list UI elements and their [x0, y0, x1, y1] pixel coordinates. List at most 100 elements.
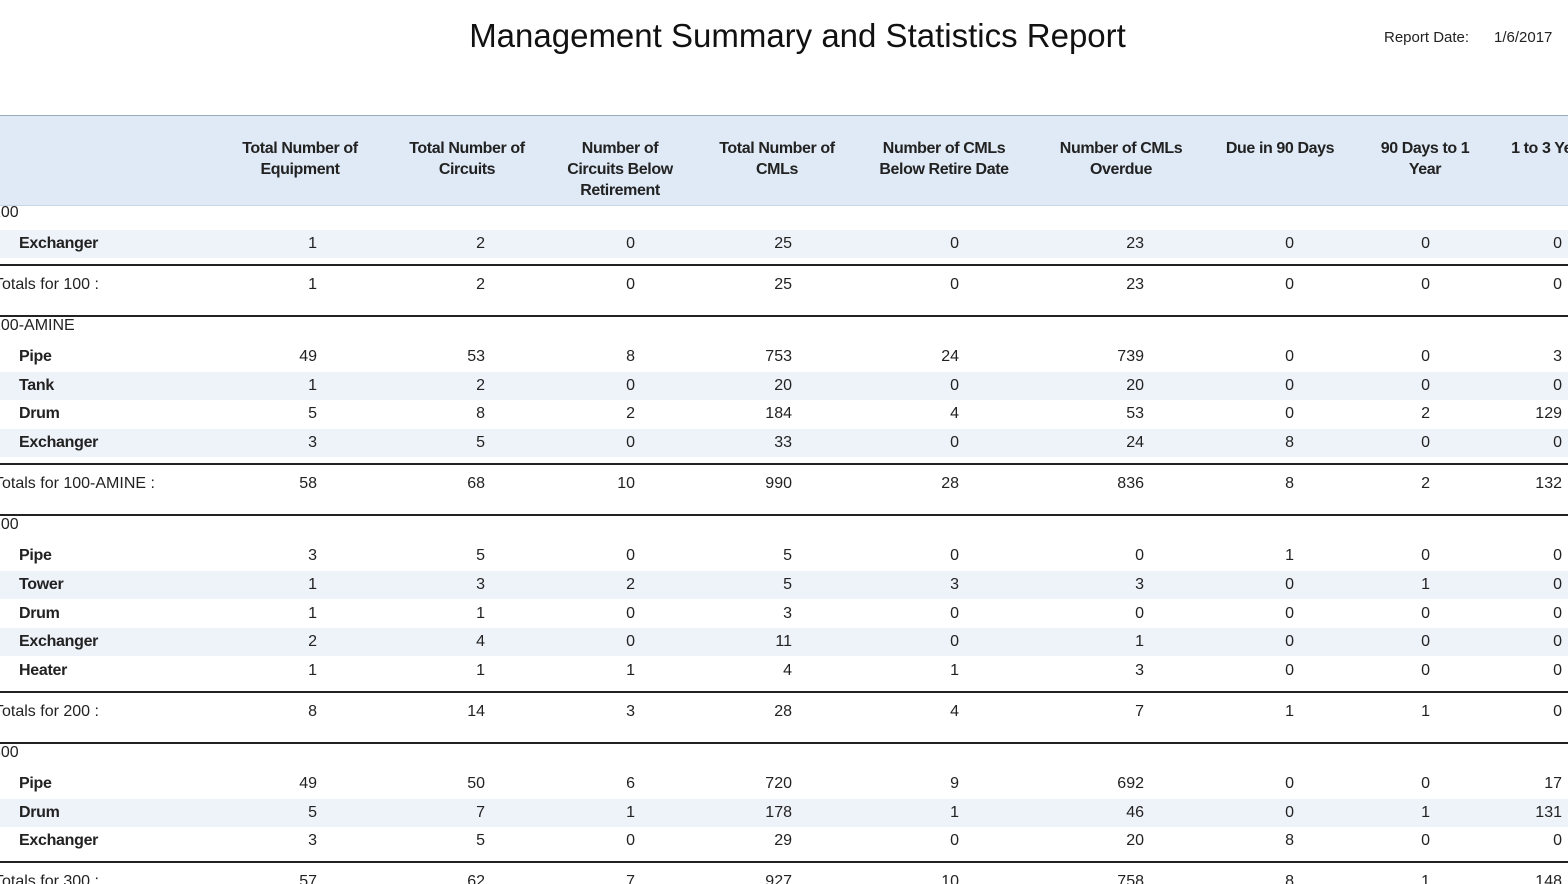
cell-value: 0	[950, 604, 959, 622]
column-header-line: Below Retire Date	[879, 161, 1009, 178]
cell-value: 0	[626, 376, 635, 394]
cell-value: 3	[1135, 661, 1144, 679]
cell-value: 1	[476, 604, 485, 622]
cell-value: 0	[1421, 434, 1430, 452]
cell-value: 8	[1285, 873, 1294, 884]
cell-value: 1	[308, 235, 317, 252]
cell-value: 4	[950, 702, 959, 720]
row-label: Exchanger	[19, 235, 99, 252]
totals-rule	[0, 861, 1568, 864]
cell-value: 0	[1553, 235, 1562, 252]
totals-label: Totals for 300 :	[0, 873, 99, 884]
column-header: Total Number of CMLs	[692, 138, 862, 196]
cell-value: 50	[467, 774, 485, 792]
row-label: Exchanger	[19, 832, 99, 850]
row-label: Exchanger	[19, 633, 99, 651]
cell-value: 7	[626, 873, 635, 884]
column-header: 90 Days to 1 Year	[1340, 138, 1510, 196]
cell-value: 0	[1421, 633, 1430, 651]
table-header	[0, 115, 1568, 206]
cell-value: 2	[308, 633, 317, 651]
cell-value: 0	[1553, 376, 1562, 394]
cell-value: 0	[1553, 832, 1562, 850]
column-header-line: Overdue	[1089, 161, 1153, 178]
row-label: Drum	[19, 803, 60, 821]
cell-value: 20	[1126, 832, 1144, 850]
cell-value: 53	[467, 348, 485, 365]
row-label: Exchanger	[19, 434, 99, 452]
cell-value: 0	[626, 235, 635, 252]
report-title: Management Summary and Statistics Report	[469, 17, 1126, 54]
cell-value: 5	[476, 434, 485, 452]
cell-value: 3	[626, 702, 635, 720]
cell-value: 0	[1285, 575, 1294, 593]
cell-value: 0	[950, 633, 959, 651]
group-label: 300	[0, 743, 19, 761]
cell-value: 0	[1421, 661, 1430, 679]
cell-value: 990	[765, 475, 792, 493]
cell-value: 0	[1553, 547, 1562, 565]
column-header: Number of Circuits Below Retirement	[535, 138, 705, 196]
cell-value: 20	[1126, 376, 1144, 394]
cell-value: 0	[1285, 803, 1294, 821]
cell-value: 4	[783, 661, 792, 679]
row-label: Pipe	[19, 348, 52, 365]
group-label: 100-AMINE	[0, 317, 75, 334]
cell-value: 7	[1135, 702, 1144, 720]
column-header: Number of CMLs Overdue	[1036, 138, 1206, 196]
cell-value: 3	[950, 575, 959, 593]
cell-value: 0	[626, 604, 635, 622]
cell-value: 1	[1421, 803, 1430, 821]
cell-value: 2	[476, 376, 485, 394]
cell-value: 46	[1126, 803, 1144, 821]
cell-value: 0	[1135, 604, 1144, 622]
cell-value: 8	[308, 702, 317, 720]
cell-value: 1	[308, 575, 317, 593]
column-header-line: Retirement	[580, 182, 660, 196]
cell-value: 2	[1421, 405, 1430, 423]
column-header-line: CMLs	[756, 161, 798, 178]
cell-value: 720	[765, 774, 792, 792]
report-date: 1/6/2017	[1494, 29, 1553, 46]
cell-value: 49	[299, 348, 317, 365]
cell-value: 0	[1285, 661, 1294, 679]
totals-rule	[0, 514, 1568, 517]
column-header-line: Year	[1408, 161, 1442, 178]
row-label: Tank	[19, 376, 54, 394]
cell-value: 1	[1421, 575, 1430, 593]
cell-value: 1	[308, 604, 317, 622]
cell-value: 0	[1285, 276, 1294, 293]
cell-value: 3	[476, 575, 485, 593]
cell-value: 0	[1553, 575, 1562, 593]
cell-value: 1	[308, 376, 317, 394]
cell-value: 1	[476, 661, 485, 679]
cell-value: 0	[950, 832, 959, 850]
totals-rule	[0, 463, 1568, 466]
cell-value: 0	[1285, 405, 1294, 423]
column-header-line: Circuits	[438, 161, 496, 178]
cell-value: 758	[1117, 873, 1144, 884]
column-header-line: 90 Days to 1	[1380, 140, 1470, 157]
cell-value: 17	[1544, 774, 1562, 792]
totals-rule	[0, 741, 1568, 744]
cell-value: 0	[950, 434, 959, 452]
cell-value: 2	[626, 405, 635, 423]
cell-value: 0	[1553, 276, 1562, 293]
cell-value: 0	[1285, 774, 1294, 792]
cell-value: 11	[775, 633, 792, 651]
cell-value: 53	[1126, 405, 1144, 423]
cell-value: 0	[1285, 376, 1294, 394]
column-header-line: Total Number of	[242, 140, 358, 157]
cell-value: 3	[308, 434, 317, 452]
cell-value: 5	[476, 547, 485, 565]
cell-value: 0	[950, 376, 959, 394]
cell-value: 5	[308, 803, 317, 821]
cell-value: 131	[1535, 803, 1562, 821]
cell-value: 0	[1285, 348, 1294, 365]
column-header-line: Number of	[581, 140, 659, 157]
cell-value: 1	[308, 276, 317, 293]
cell-value: 1	[1285, 547, 1294, 565]
cell-value: 1	[1421, 873, 1430, 884]
cell-value: 0	[626, 547, 635, 565]
cell-value: 129	[1535, 405, 1562, 423]
